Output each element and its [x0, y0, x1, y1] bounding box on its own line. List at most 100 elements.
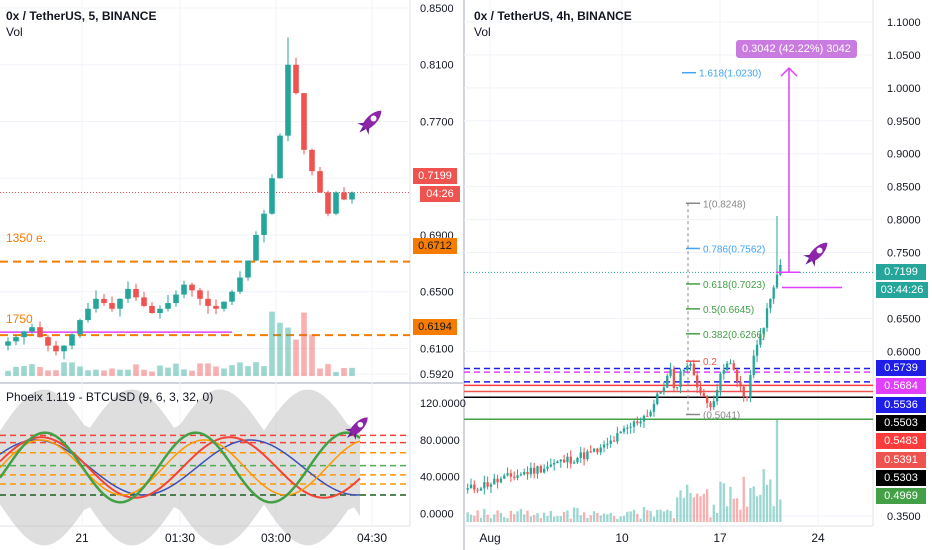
volume-bar: [503, 517, 506, 522]
candle-body: [662, 387, 666, 392]
price-badge[interactable]: 0.5303: [876, 469, 926, 486]
level-lower-price-badge[interactable]: 0.6194: [413, 319, 457, 335]
volume-bar: [349, 367, 355, 376]
volume-bar: [141, 369, 147, 376]
volume-bar: [221, 368, 227, 376]
price-badge[interactable]: 0.5536: [876, 396, 926, 413]
volume-bar: [572, 507, 576, 522]
volume-bar: [13, 366, 19, 376]
candle-body: [606, 443, 609, 445]
candle-body: [749, 375, 752, 398]
volume-bar: [632, 509, 636, 522]
volume-bar: [559, 516, 562, 522]
candle-body: [45, 337, 51, 346]
volume-bar: [237, 362, 243, 376]
candle-body: [529, 467, 533, 475]
price-tick-label: 0.7700: [420, 116, 454, 128]
volume-bar: [552, 516, 556, 522]
candle-body: [642, 415, 646, 422]
price-badge[interactable]: 0.5739: [876, 360, 926, 376]
candle-body: [739, 381, 742, 387]
fib-level-label: (0.5041): [703, 410, 740, 421]
candle-body: [133, 288, 139, 298]
volume-bar: [21, 366, 27, 376]
candle-body: [669, 368, 672, 376]
volume-bar: [692, 497, 696, 522]
volume-bar: [77, 366, 83, 376]
volume-bar: [261, 366, 267, 376]
volume-bar: [285, 327, 291, 376]
current-price-badge[interactable]: 0.7199: [413, 168, 457, 184]
volume-bar: [686, 484, 689, 522]
candle-body: [253, 234, 259, 261]
candle-body: [165, 303, 171, 309]
fib-level-label: 0.618(0.7023): [703, 280, 765, 291]
volume-bar: [53, 370, 59, 376]
candle-body: [469, 484, 473, 489]
candle-body: [709, 403, 712, 408]
candle-body: [549, 464, 552, 467]
volume-bar: [682, 497, 686, 522]
volume-bar: [516, 511, 519, 522]
volume-bar: [149, 371, 155, 376]
rocket-icon: [340, 411, 374, 445]
candle-body: [769, 298, 772, 309]
price-badge[interactable]: 0.4969: [876, 488, 926, 505]
volume-bar: [556, 516, 559, 522]
price-tick-label: 0.8000: [887, 215, 921, 227]
candle-body: [619, 431, 622, 434]
volume-bar: [639, 518, 642, 522]
candle-body: [466, 488, 469, 490]
candle-body: [732, 363, 735, 370]
candle-body: [742, 386, 745, 397]
volume-bar: [679, 490, 682, 522]
candle-body: [293, 64, 299, 94]
volume-bar: [479, 517, 483, 522]
candle-body: [149, 305, 155, 313]
volume-bar: [752, 486, 755, 522]
time-tick-label: 10: [615, 531, 629, 545]
volume-bar: [599, 515, 602, 522]
price-badge[interactable]: 0.5503: [876, 414, 926, 431]
volume-bar: [333, 371, 339, 376]
volume-bar: [722, 483, 725, 522]
right-current-price-badge[interactable]: 0.7199: [876, 264, 926, 280]
candle-body: [632, 421, 636, 427]
volume-bar: [539, 518, 543, 522]
volume-bar: [669, 510, 672, 522]
volume-bar: [772, 506, 775, 522]
volume-bar: [473, 515, 476, 522]
volume-bar: [709, 517, 712, 522]
fib-level-label: 0.382(0.6266): [703, 330, 765, 341]
candle-body: [229, 291, 235, 302]
projection-label: 0.3042 (42.22%) 3042: [736, 40, 857, 58]
candle-body: [13, 337, 19, 342]
price-badge[interactable]: 0.5483: [876, 433, 926, 450]
volume-bar: [533, 514, 536, 522]
volume-bar: [596, 512, 599, 522]
candle-body: [639, 421, 642, 424]
candle-body: [752, 355, 755, 376]
candle-body: [599, 447, 602, 453]
volume-bar: [549, 511, 552, 522]
volume-bar: [529, 516, 533, 522]
price-tick-label: 0.3500: [887, 511, 921, 523]
candle-body: [503, 475, 506, 479]
candle-body: [596, 448, 599, 453]
volume-bar: [636, 513, 639, 522]
rocket-icon: [798, 236, 834, 272]
candle-body: [589, 451, 592, 453]
volume-bar: [729, 486, 732, 522]
volume-bar: [173, 363, 179, 376]
candle-body: [61, 345, 67, 352]
price-badge[interactable]: 0.5684: [876, 378, 926, 395]
candle-body: [516, 475, 519, 478]
volume-bar: [309, 334, 315, 376]
candle-body: [609, 440, 612, 444]
price-badge[interactable]: 0.5391: [876, 451, 926, 468]
level-upper-price-badge[interactable]: 0.6712: [413, 238, 457, 254]
candle-body: [759, 334, 762, 345]
volume-bar: [755, 496, 759, 522]
candle-body: [779, 264, 782, 275]
candle-body: [5, 341, 11, 346]
